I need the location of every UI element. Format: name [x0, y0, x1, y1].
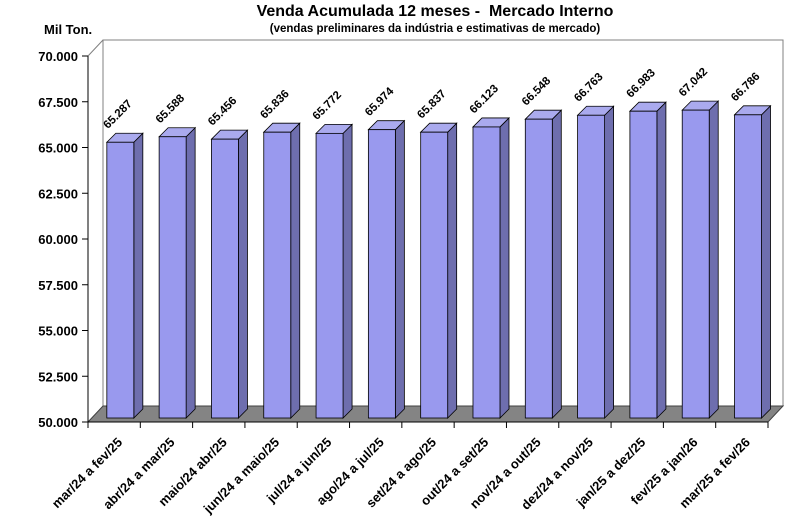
- bar-side-face: [656, 101, 667, 419]
- bar-side-face: [761, 104, 771, 419]
- y-tick-label: 70.000: [38, 49, 78, 64]
- chart-title: Venda Acumulada 12 meses - Mercado Inter…: [256, 3, 614, 20]
- bar: [158, 136, 187, 419]
- chart-subtitle: (vendas preliminares da indústria e esti…: [269, 23, 601, 35]
- bar: [577, 114, 605, 419]
- y-tick-label: 52.500: [38, 369, 78, 384]
- bar: [629, 110, 658, 419]
- bar-side-face: [342, 123, 353, 419]
- bar: [263, 131, 292, 419]
- bar: [681, 109, 710, 419]
- y-tick-label: 67.500: [38, 95, 78, 110]
- bar-side-face: [551, 109, 562, 419]
- y-tick-label: 65.000: [38, 141, 78, 156]
- y-tick-label: 55.000: [38, 324, 78, 339]
- y-axis-title: Mil Ton.: [44, 22, 93, 37]
- bar-side-face: [394, 119, 405, 419]
- bar: [315, 132, 344, 419]
- bar: [106, 141, 135, 419]
- bar: [472, 126, 501, 419]
- y-tick-label: 57.500: [38, 278, 78, 293]
- bar: [734, 114, 762, 419]
- bar-side-face: [499, 116, 510, 419]
- bar: [524, 118, 553, 419]
- bar-side-face: [185, 126, 196, 419]
- bar-side-face: [604, 105, 614, 419]
- y-tick-label: 50.000: [38, 415, 78, 430]
- bar-side-face: [708, 100, 719, 419]
- bar: [211, 138, 239, 419]
- bar: [420, 131, 449, 419]
- bar-side-face: [238, 129, 248, 419]
- bar: [367, 129, 396, 419]
- bar-side-face: [447, 122, 458, 419]
- bar-side-face: [133, 132, 144, 419]
- y-tick-label: 60.000: [38, 232, 78, 247]
- bar-side-face: [290, 122, 301, 419]
- y-tick-label: 62.500: [38, 186, 78, 201]
- wall-edge: [87, 39, 104, 57]
